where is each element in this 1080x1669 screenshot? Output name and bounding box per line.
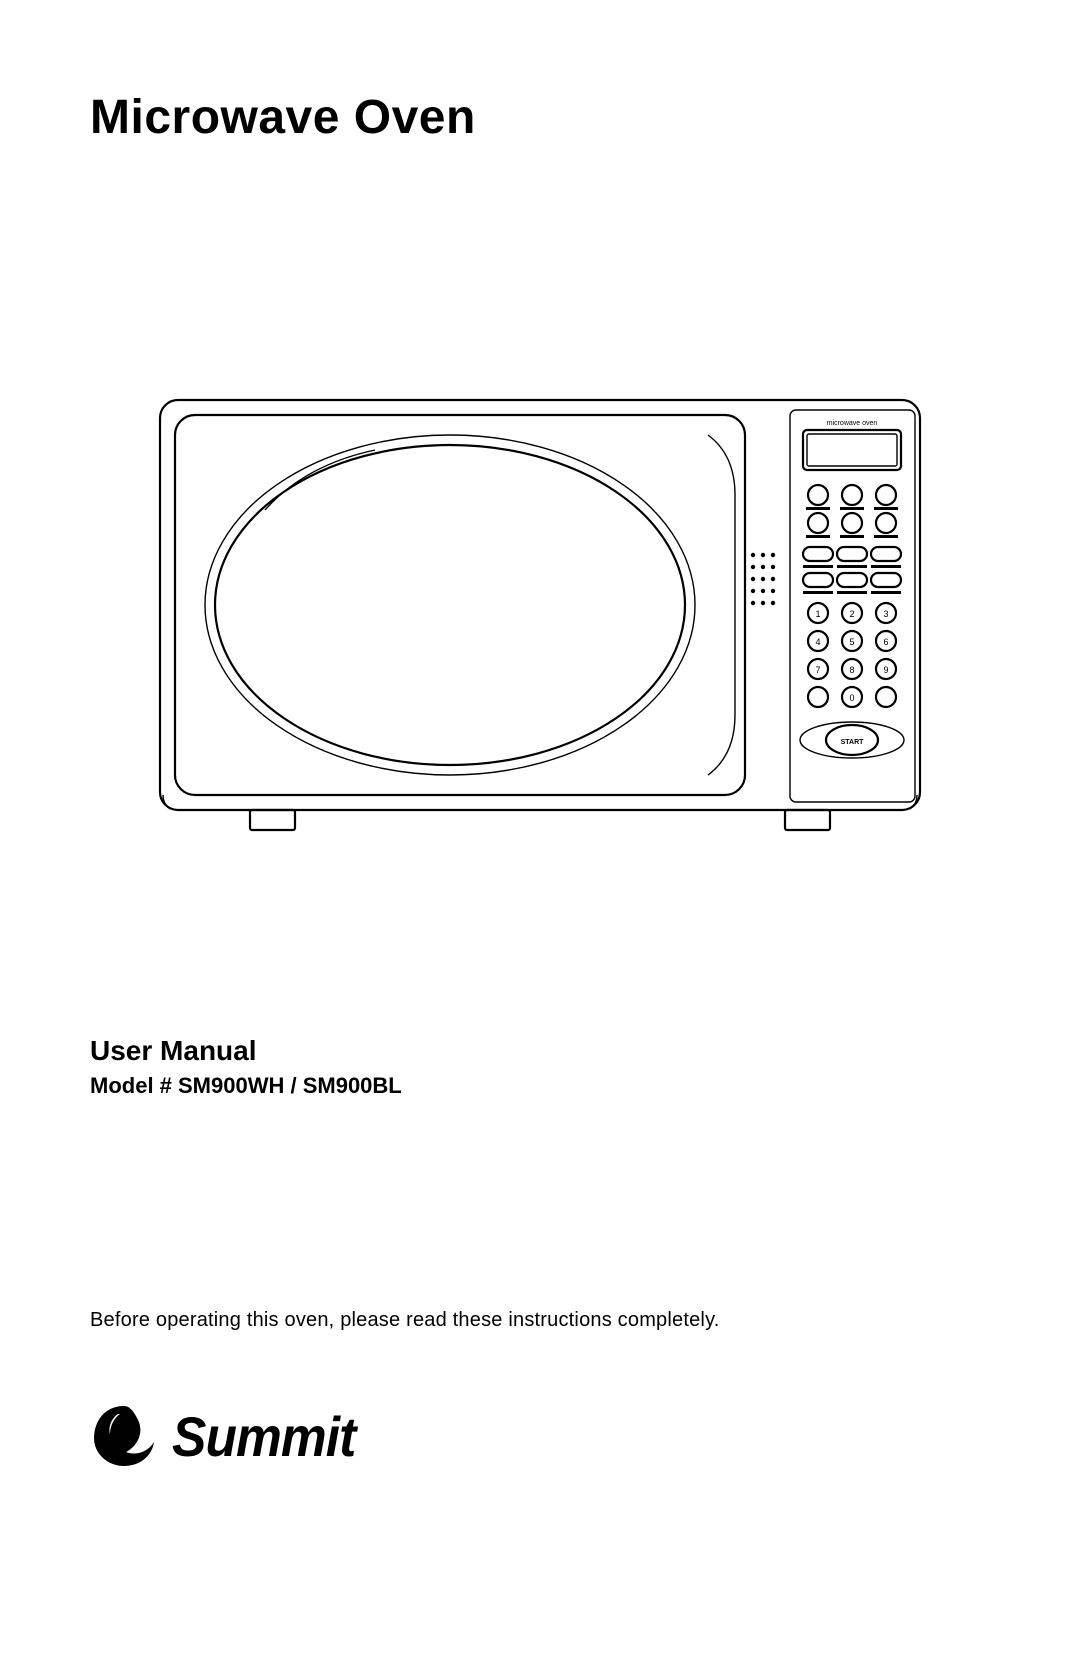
svg-text:7: 7 (815, 665, 820, 675)
microwave-illustration: microwave oven 1 2 (155, 395, 925, 835)
start-button: START (800, 722, 904, 758)
vent-dots (751, 553, 775, 605)
svg-text:9: 9 (883, 665, 888, 675)
svg-text:6: 6 (883, 637, 888, 647)
model-number: Model # SM900WH / SM900BL (90, 1073, 990, 1099)
svg-text:2: 2 (849, 609, 854, 619)
svg-text:START: START (841, 739, 865, 746)
svg-text:5: 5 (849, 637, 854, 647)
subhead-user-manual: User Manual (90, 1035, 990, 1067)
svg-text:3: 3 (883, 609, 888, 619)
page-title: Microwave Oven (90, 90, 990, 145)
brand-block: Summit (90, 1402, 990, 1470)
svg-text:8: 8 (849, 665, 854, 675)
svg-text:1: 1 (815, 609, 820, 619)
preset-buttons (806, 485, 898, 538)
page: Microwave Oven (0, 0, 1080, 1669)
function-buttons (803, 547, 901, 594)
brand-name: Summit (172, 1404, 355, 1469)
illustration-container: microwave oven 1 2 (90, 395, 990, 835)
instruction-note: Before operating this oven, please read … (90, 1309, 990, 1332)
svg-text:microwave oven: microwave oven (827, 420, 878, 427)
svg-text:4: 4 (815, 637, 820, 647)
keypad: 1 2 3 4 5 6 7 8 9 0 (808, 603, 896, 707)
svg-text:0: 0 (849, 693, 854, 703)
brand-logo-icon (90, 1402, 158, 1470)
